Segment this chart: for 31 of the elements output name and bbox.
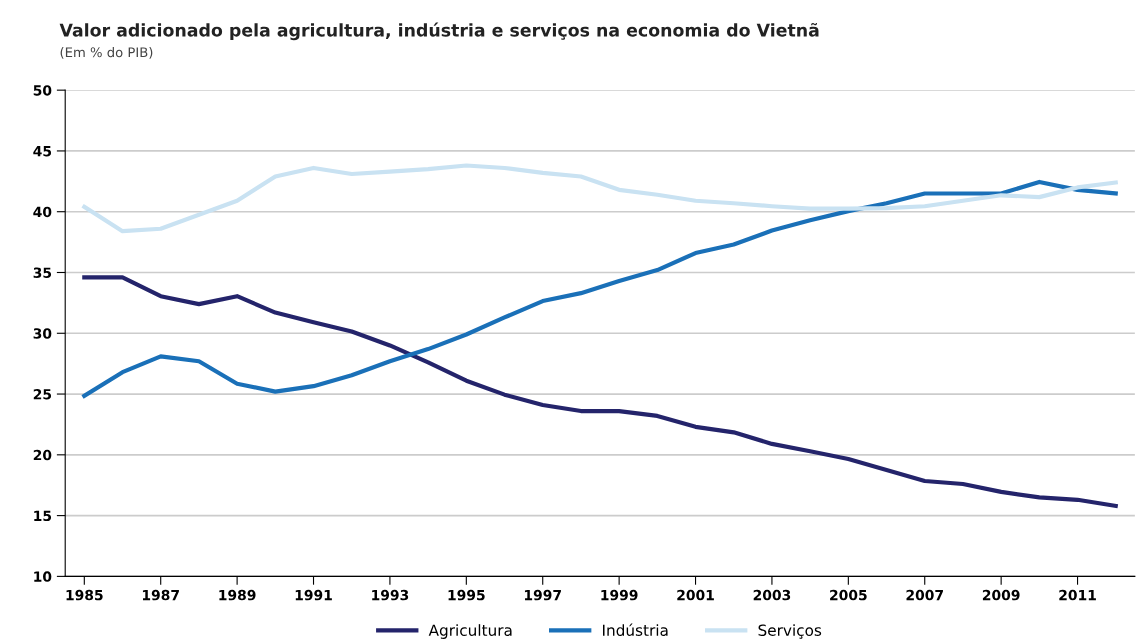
y-tick-label: 15 xyxy=(34,510,52,522)
x-tick-label: 1997 xyxy=(524,589,561,601)
line-series xyxy=(82,163,1118,234)
y-tick-label: 45 xyxy=(33,146,52,157)
x-tick-label: 1993 xyxy=(372,589,409,601)
y-tick-label: 35 xyxy=(33,267,52,278)
chart-title: Valor adicionado pela agricultura, indústria e serviços na economia do Vietnã xyxy=(59,22,819,41)
x-tick-label: 2005 xyxy=(830,589,867,601)
legend-label: Agricultura xyxy=(428,624,512,639)
x-tick-label: 2009 xyxy=(982,589,1020,601)
x-tick-label: 1999 xyxy=(601,589,638,601)
x-tick-label: 2003 xyxy=(753,589,791,601)
y-tick-label: 30 xyxy=(33,328,52,339)
line-series xyxy=(82,179,1118,398)
legend-label: Indústria xyxy=(603,623,668,636)
x-tick-label: 1991 xyxy=(295,589,332,601)
legend-label: Serviços xyxy=(758,624,822,639)
y-tick-label: 10 xyxy=(34,571,52,582)
chart-subtitle: (Em % do PIB) xyxy=(60,47,153,59)
x-tick-label: 1989 xyxy=(219,589,256,601)
x-tick-label: 2007 xyxy=(906,589,943,601)
x-tick-label: 1985 xyxy=(66,589,103,601)
x-tick-label: 2011 xyxy=(1059,589,1096,601)
line-series xyxy=(82,275,1118,508)
x-tick-label: 1987 xyxy=(142,589,179,601)
x-tick-label: 1995 xyxy=(448,589,485,601)
y-tick-label: 50 xyxy=(33,85,52,96)
y-tick-label: 20 xyxy=(33,449,52,461)
x-tick-label: 2001 xyxy=(677,589,714,601)
y-tick-label: 40 xyxy=(33,206,52,218)
y-tick-label: 25 xyxy=(33,389,52,400)
